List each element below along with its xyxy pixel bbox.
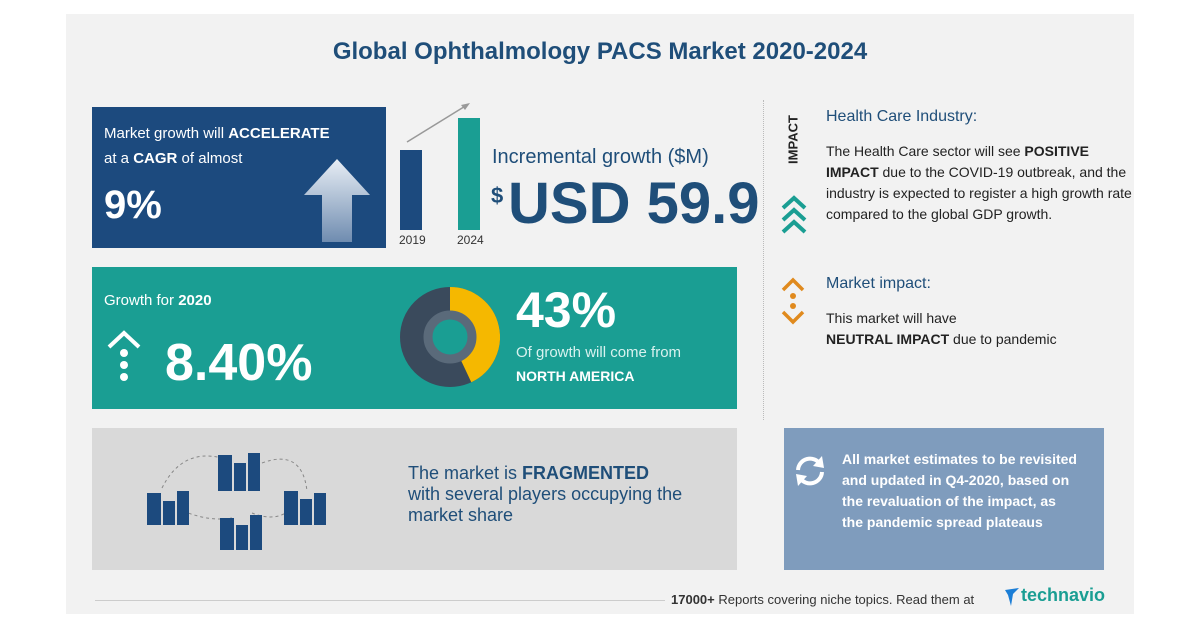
text: The Health Care sector will see [826,143,1021,159]
growth-rate: 8.40% [165,334,313,392]
share-arc [449,287,500,383]
share-text: Of growth will come from [516,344,682,361]
currency: $ [491,183,504,208]
market-impact-text: This market will have NEUTRAL IMPACT due … [826,308,1126,350]
fragmented-text: The market is FRAGMENTED with several pla… [408,463,728,526]
text: FRAGMENTED [522,463,650,483]
text: Reports covering niche topics. Read them… [718,592,975,607]
growth-icon [107,330,141,381]
text: NEUTRAL IMPACT [826,331,950,347]
brand-mark [1005,588,1019,606]
brand: technavio [1021,585,1106,605]
region: NORTH AMERICA [516,368,635,384]
text: at a [104,150,130,167]
text: with several players occupying the marke… [408,484,683,525]
note-text: All market estimates to be revisited and… [842,451,1077,530]
buildings-icon [147,453,326,550]
cagr-line1: Market growth will ACCELERATE [104,125,330,142]
growth-label: Growth for 2020 [104,292,212,309]
text: due to pandemic [953,331,1057,347]
growth-box: Growth for 2020 8.40% 43% Of growth will… [92,267,737,409]
refresh-icon [796,456,824,486]
title: Global Ophthalmology PACS Market 2020-20… [332,38,868,65]
note-box: All market estimates to be revisited and… [784,428,1104,570]
neutral-icon [781,277,805,325]
impact-heading: Health Care Industry: [826,108,978,125]
text: Market growth will [104,125,225,142]
share-value: 43% [516,282,617,338]
chevrons-up [781,195,807,234]
cagr-box: Market growth will ACCELERATE at a CAGR … [92,107,386,248]
cagr-value: 9% [104,183,162,227]
share-donut [400,287,500,387]
text: CAGR [133,150,178,167]
text: The market is [408,463,518,483]
text: Growth for [104,292,175,309]
impact-tag: IMPACT [785,115,801,164]
text: POSITIVE IMPACT [826,143,1089,180]
market-impact-heading: Market impact: [826,275,931,292]
bar-label: 2024 [457,233,484,247]
incremental-value: USD 59.9 [508,171,760,236]
text: This market will have [826,310,957,326]
fragmented-box: The market is FRAGMENTED with several pla… [92,428,737,570]
footer-rule [95,600,665,601]
text: 17000+ [671,592,715,607]
up-arrow [304,159,370,242]
text: of almost [181,150,243,167]
divider [763,100,764,420]
footer-text: 17000+ Reports covering niche topics. Re… [671,592,974,607]
text: 2020 [178,292,212,309]
incremental-label: Incremental growth ($M) [492,146,709,168]
cagr-line2: at a CAGR of almost [104,150,242,167]
bar-label: 2019 [399,233,426,247]
text: due to the COVID-19 outbreak, and the in… [826,164,1132,222]
impact-text: The Health Care sector will see POSITIVE… [826,141,1136,225]
bars-icon [400,103,480,230]
text: ACCELERATE [228,125,330,142]
